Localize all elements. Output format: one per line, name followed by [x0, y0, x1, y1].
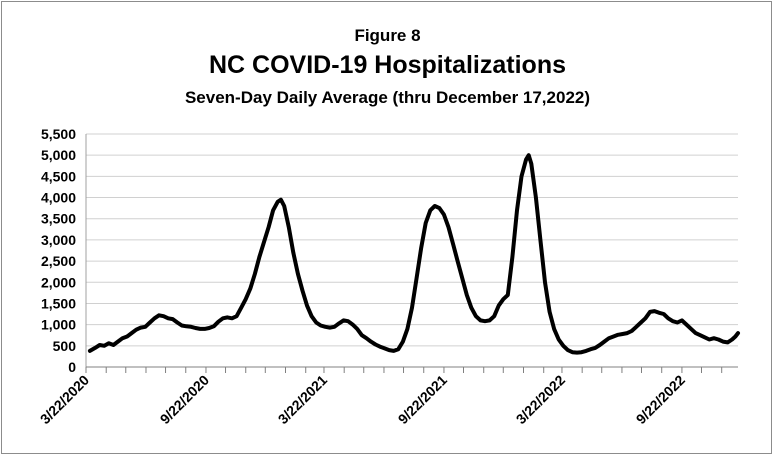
y-tick-label: 0	[68, 359, 76, 375]
y-tick-label: 2,500	[41, 253, 76, 269]
y-tick-label: 5,000	[41, 147, 76, 163]
figure-label: Figure 8	[354, 26, 421, 45]
y-tick-label: 3,500	[41, 211, 76, 227]
series-line-hospitalizations	[87, 153, 740, 355]
x-tick-label: 3/22/2021	[275, 372, 331, 428]
x-tick-label: 9/22/2022	[633, 372, 689, 428]
chart-title: NC COVID-19 Hospitalizations	[209, 51, 566, 79]
y-tick-label: 1,500	[41, 295, 76, 311]
y-tick-label: 5,500	[41, 126, 76, 142]
x-tick-label: 9/22/2020	[157, 372, 213, 428]
x-tick-label: 3/22/2022	[513, 372, 569, 428]
y-tick-label: 4,000	[41, 190, 76, 206]
y-tick-label: 3,000	[41, 232, 76, 248]
y-tick-label: 500	[53, 338, 77, 354]
y-tick-label: 1,000	[41, 317, 76, 333]
x-tick-label: 9/22/2021	[395, 372, 451, 428]
y-tick-label: 2,000	[41, 274, 76, 290]
x-tick-label: 3/22/2020	[37, 372, 93, 428]
y-tick-label: 4,500	[41, 168, 76, 184]
chart-subtitle: Seven-Day Daily Average (thru December 1…	[184, 88, 591, 107]
